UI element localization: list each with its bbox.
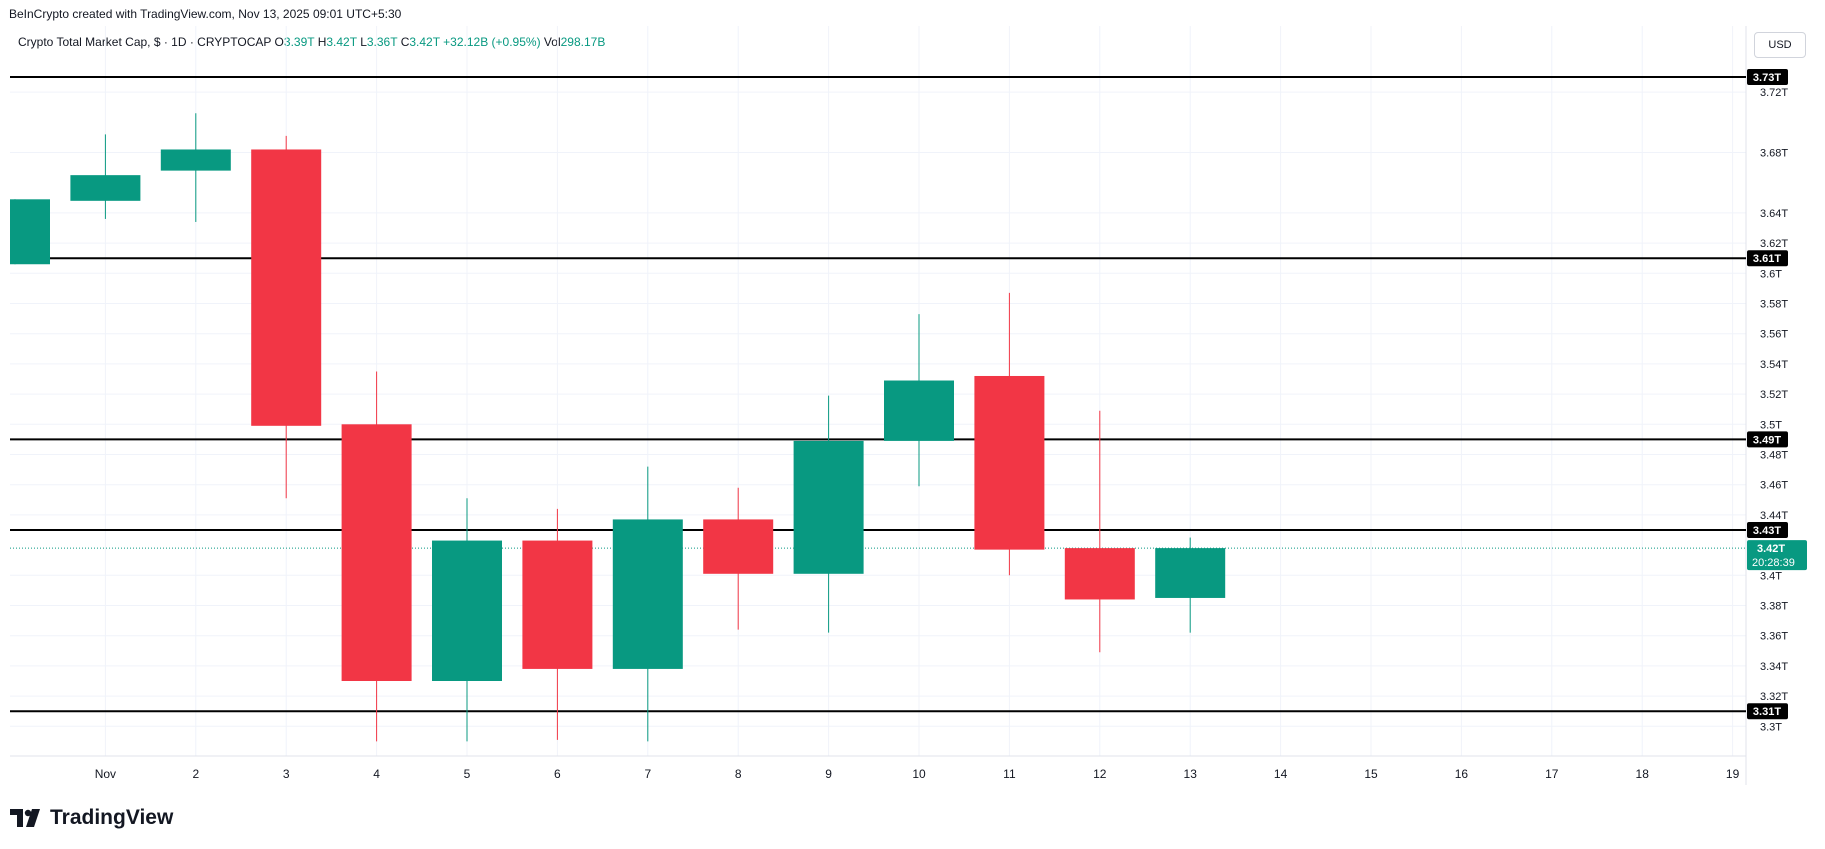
candle-body[interactable]: [974, 375, 1045, 550]
symbol-legend[interactable]: Crypto Total Market Cap, $ · 1D · CRYPTO…: [18, 35, 605, 49]
candle-body[interactable]: [884, 380, 954, 441]
price-axis[interactable]: 3.72T 3.68T 3.64T 3.62T 3.6T 3.58T 3.56T 3.54T 3…: [1760, 87, 1788, 733]
candle-body[interactable]: [70, 175, 141, 201]
level-label: 3.61T: [1753, 253, 1781, 265]
level-label-bg: [1747, 522, 1788, 538]
level-price-labels: 3.73T 3.61T 3.49T 3.43T 3.31T 3.42T 20:28:39: [1747, 69, 1807, 720]
time-tick-label: 13: [1184, 767, 1198, 781]
time-tick-label: 17: [1545, 767, 1559, 781]
price-tick-label: 3.58T: [1760, 299, 1788, 311]
low-label: L: [360, 35, 367, 49]
candle-body[interactable]: [432, 540, 502, 681]
high-value: 3.42T: [326, 35, 357, 49]
close-value: 3.42T: [409, 35, 440, 49]
time-tick-label: 2: [192, 767, 199, 781]
price-tick-label: 3.64T: [1760, 208, 1788, 220]
time-tick-label: 3: [283, 767, 290, 781]
candle-body[interactable]: [612, 519, 683, 669]
price-tick-label: 3.38T: [1760, 601, 1788, 613]
tradingview-logo-text: TradingView: [50, 806, 174, 829]
symbol-title[interactable]: Crypto Total Market Cap, $ · 1D · CRYPTO…: [18, 35, 272, 49]
time-tick-label: 8: [735, 767, 742, 781]
candle-body[interactable]: [793, 440, 864, 574]
price-tick-label: 3.46T: [1760, 480, 1788, 492]
currency-button[interactable]: USD: [1754, 32, 1806, 58]
price-tick-label: 3.44T: [1760, 510, 1788, 522]
price-tick-label: 3.48T: [1760, 450, 1788, 462]
price-tick-label: 3.36T: [1760, 631, 1788, 643]
price-tick-label: 3.72T: [1760, 87, 1788, 99]
time-tick-label: 16: [1455, 767, 1469, 781]
high-label: H: [317, 35, 327, 49]
price-tick-label: 3.56T: [1760, 329, 1788, 341]
price-tick-label: 3.6T: [1760, 268, 1782, 280]
time-tick-label: 12: [1093, 767, 1107, 781]
price-tick-label: 3.34T: [1760, 661, 1788, 673]
time-tick-label: Nov: [95, 767, 116, 781]
candle-body[interactable]: [522, 540, 593, 669]
change-value: +32.12B (+0.95%): [443, 35, 541, 49]
price-tick-label: 3.3T: [1760, 721, 1782, 733]
open-value: 3.39T: [283, 35, 315, 49]
level-label-bg: [1747, 703, 1788, 720]
candle-body[interactable]: [703, 519, 774, 574]
level-label: 3.49T: [1753, 434, 1781, 446]
time-tick-label: 18: [1636, 767, 1650, 781]
open-label: O: [274, 35, 284, 49]
time-tick-label: 7: [644, 767, 651, 781]
time-tick-label: 10: [912, 767, 926, 781]
time-tick-label: 5: [464, 767, 471, 781]
level-label-bg: [1747, 250, 1788, 267]
tradingview-logo-icon: [10, 809, 40, 827]
candle-body[interactable]: [251, 149, 322, 426]
horizontal-levels[interactable]: [10, 76, 1746, 713]
time-tick-label: 14: [1274, 767, 1288, 781]
price-tick-label: 3.52T: [1760, 389, 1788, 401]
level-label: 3.31T: [1753, 706, 1781, 718]
low-value: 3.36T: [366, 35, 398, 49]
close-label: C: [400, 35, 410, 49]
price-tick-label: 3.5T: [1760, 419, 1782, 431]
time-tick-label: 6: [554, 767, 561, 781]
candle-body[interactable]: [160, 149, 231, 171]
time-tick-label: 4: [373, 767, 380, 781]
time-tick-label: 9: [825, 767, 832, 781]
time-tick-label: 15: [1364, 767, 1378, 781]
candle-body[interactable]: [341, 424, 412, 681]
price-tick-label: 3.4T: [1760, 570, 1782, 582]
price-tick-label: 3.32T: [1760, 691, 1788, 703]
chart-credit: BeInCrypto created with TradingView.com,…: [9, 7, 402, 21]
bar-countdown-label: 20:28:39: [1752, 557, 1795, 569]
time-axis[interactable]: Nov 2 3 4 5 6 7 8 9 10 11 12 13 14 15 16 17 18 19: [95, 767, 1740, 781]
candle-body[interactable]: [1155, 548, 1226, 598]
time-tick-label: 19: [1726, 767, 1740, 781]
level-label-bg: [1747, 431, 1788, 448]
candle-body[interactable]: [1064, 548, 1135, 600]
time-tick-label: 11: [1003, 767, 1016, 781]
price-tick-label: 3.62T: [1760, 238, 1788, 250]
last-price-label: 3.42T: [1757, 543, 1785, 555]
volume-value: 298.17B: [560, 35, 606, 49]
volume-label: Vol: [543, 35, 561, 49]
price-tick-label: 3.68T: [1760, 148, 1788, 160]
tradingview-logo[interactable]: TradingView: [10, 806, 173, 830]
candles[interactable]: [10, 113, 1226, 742]
level-label: 3.73T: [1753, 72, 1781, 84]
candle-body[interactable]: [10, 199, 50, 265]
level-label-bg: [1747, 69, 1788, 85]
last-price-label-bg: [1747, 540, 1807, 571]
level-label: 3.43T: [1753, 525, 1781, 537]
price-tick-label: 3.54T: [1760, 359, 1788, 371]
